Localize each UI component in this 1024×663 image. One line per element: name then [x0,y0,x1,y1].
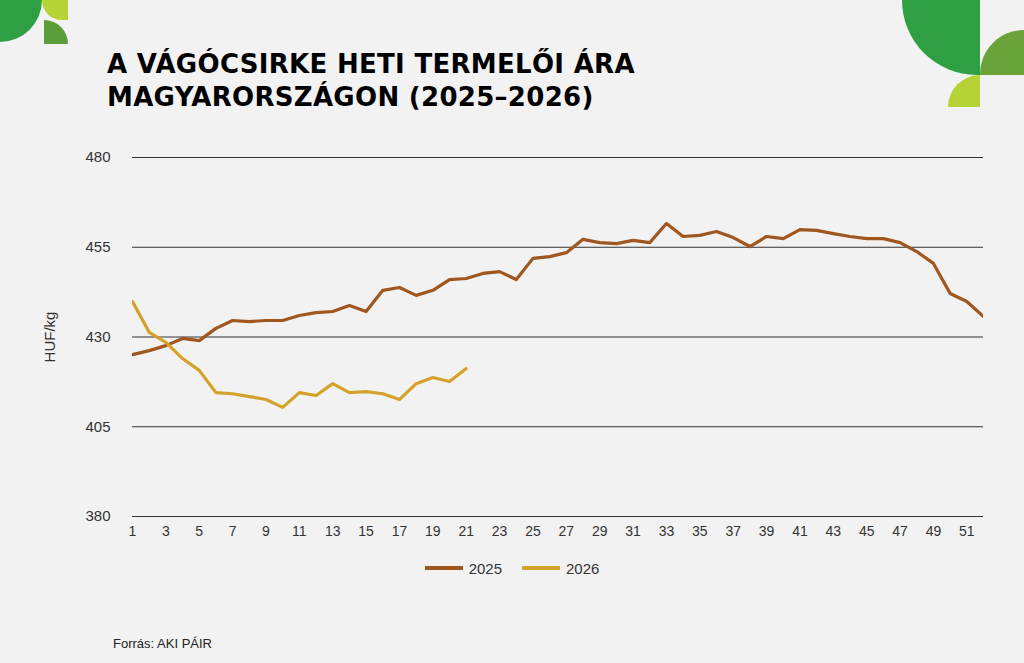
svg-text:9: 9 [262,523,270,539]
svg-text:49: 49 [926,523,942,539]
svg-text:430: 430 [85,328,110,345]
svg-text:405: 405 [85,418,110,435]
svg-text:47: 47 [892,523,908,539]
html-text:Forrás: AKI PÁIR: Forrás: AKI PÁIR [113,636,212,651]
svg-text:5: 5 [195,523,203,539]
svg-text:45: 45 [859,523,875,539]
svg-text:39: 39 [759,523,775,539]
svg-text:7: 7 [229,523,237,539]
svg-text:43: 43 [826,523,842,539]
svg-text:13: 13 [325,523,341,539]
svg-text:19: 19 [425,523,441,539]
svg-text:21: 21 [458,523,474,539]
svg-text:3: 3 [162,523,170,539]
svg-text:51: 51 [959,523,975,539]
svg-text:11: 11 [292,523,307,539]
svg-text:17: 17 [392,523,408,539]
svg-text:380: 380 [85,507,110,524]
svg-text:23: 23 [492,523,508,539]
svg-text:480: 480 [85,148,110,165]
svg-text:29: 29 [592,523,608,539]
svg-text:31: 31 [625,523,641,539]
svg-text:25: 25 [525,523,541,539]
svg-text:27: 27 [559,523,575,539]
svg-text:37: 37 [725,523,741,539]
svg-text:455: 455 [85,238,110,255]
html-text:A VÁGÓCSIRKE HETI TERMELŐI ÁRA: A VÁGÓCSIRKE HETI TERMELŐI ÁRA MAGYARORS… [107,49,635,112]
svg-text:35: 35 [692,523,708,539]
svg-text:15: 15 [358,523,374,539]
svg-text:HUF/kg: HUF/kg [41,312,58,363]
html-text:2026: 2026 [566,559,600,577]
svg-text:33: 33 [659,523,675,539]
svg-text:1: 1 [129,523,137,539]
svg-text:41: 41 [792,523,808,539]
html-text:2025: 2025 [468,559,502,577]
